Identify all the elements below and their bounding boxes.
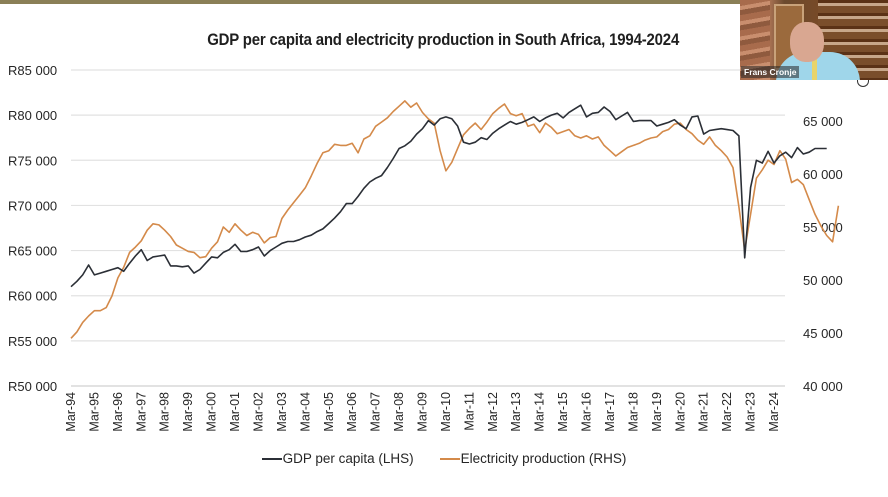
legend-swatch-gdp — [261, 457, 282, 460]
participant-tie — [812, 58, 817, 80]
y-right-tick-label: 45 000 — [803, 326, 843, 341]
x-tick-label: Mar-14 — [533, 392, 547, 432]
series — [70, 100, 840, 339]
series-line-electricity-production — [70, 100, 840, 339]
y-right-tick-label: 65 000 — [803, 114, 843, 129]
participant-video-tile[interactable]: Frans Cronje — [740, 0, 888, 80]
y-left-tick-label: R75 000 — [8, 153, 57, 168]
legend: GDP per capita (LHS) Electricity product… — [0, 451, 888, 466]
x-tick-label: Mar-03 — [275, 392, 289, 432]
legend-item-gdp: GDP per capita (LHS) — [261, 451, 414, 466]
y-left-tick-label: R70 000 — [8, 198, 57, 213]
x-tick-label: Mar-23 — [744, 392, 758, 432]
x-axis: Mar-94 Mar-95 Mar-96 Mar-97 Mar-98 Mar-99 Mar-… — [64, 392, 781, 432]
x-tick-label: Mar-21 — [697, 392, 711, 432]
x-tick-label: Mar-17 — [603, 392, 617, 432]
y-left-tick-label: R60 000 — [8, 289, 57, 304]
y-right-tick-label: 40 000 — [803, 379, 843, 394]
participant-name-label: Frans Cronje — [741, 66, 800, 78]
y-right-tick-label: 60 000 — [803, 167, 843, 182]
slide-top-bar — [0, 0, 888, 4]
x-tick-label: Mar-98 — [158, 392, 172, 432]
x-tick-label: Mar-18 — [626, 392, 640, 432]
x-tick-label: Mar-08 — [392, 392, 406, 432]
x-tick-label: Mar-16 — [580, 392, 594, 432]
x-tick-label: Mar-10 — [439, 392, 453, 432]
x-tick-label: Mar-12 — [486, 392, 500, 432]
x-tick-label: Mar-99 — [181, 392, 195, 432]
y-axis-right: 40 000 45 000 50 000 55 000 60 000 65 000 — [803, 114, 843, 394]
legend-item-electricity: Electricity production (RHS) — [439, 451, 627, 466]
x-tick-label: Mar-95 — [87, 392, 101, 432]
legend-label-electricity: Electricity production (RHS) — [460, 451, 627, 466]
x-tick-label: Mar-00 — [205, 392, 219, 432]
x-tick-label: Mar-19 — [650, 392, 664, 432]
legend-label-gdp: GDP per capita (LHS) — [282, 451, 414, 466]
x-tick-label: Mar-11 — [462, 392, 476, 431]
y-left-tick-label: R55 000 — [8, 334, 57, 349]
x-tick-label: Mar-07 — [369, 392, 383, 432]
legend-swatch-electricity — [439, 457, 460, 460]
participant-avatar — [790, 22, 824, 62]
chart-title: GDP per capita and electricity productio… — [207, 30, 680, 49]
series-line-gdp-per-capita — [70, 104, 827, 288]
x-tick-label: Mar-06 — [345, 392, 359, 432]
x-tick-label: Mar-09 — [416, 392, 430, 432]
x-tick-label: Mar-04 — [298, 392, 312, 432]
x-tick-label: Mar-01 — [228, 392, 242, 432]
y-left-tick-label: R80 000 — [8, 108, 57, 123]
gridlines — [71, 69, 785, 387]
x-tick-label: Mar-15 — [556, 392, 570, 432]
x-tick-label: Mar-22 — [720, 392, 734, 432]
y-axis-left: R50 000 R55 000 R60 000 R65 000 R70 000 R75 0… — [8, 63, 57, 394]
x-tick-label: Mar-02 — [251, 392, 265, 432]
y-left-tick-label: R50 000 — [8, 379, 57, 394]
x-tick-label: Mar-24 — [767, 392, 781, 432]
y-left-tick-label: R65 000 — [8, 244, 57, 259]
y-right-tick-label: 55 000 — [803, 220, 843, 235]
x-tick-label: Mar-96 — [111, 392, 125, 432]
x-tick-label: Mar-13 — [509, 392, 523, 432]
x-tick-label: Mar-20 — [673, 392, 687, 432]
x-tick-label: Mar-05 — [322, 392, 336, 432]
y-right-tick-label: 50 000 — [803, 273, 843, 288]
x-tick-label: Mar-97 — [134, 392, 148, 432]
x-tick-label: Mar-94 — [64, 392, 78, 432]
y-left-tick-label: R85 000 — [8, 63, 57, 78]
